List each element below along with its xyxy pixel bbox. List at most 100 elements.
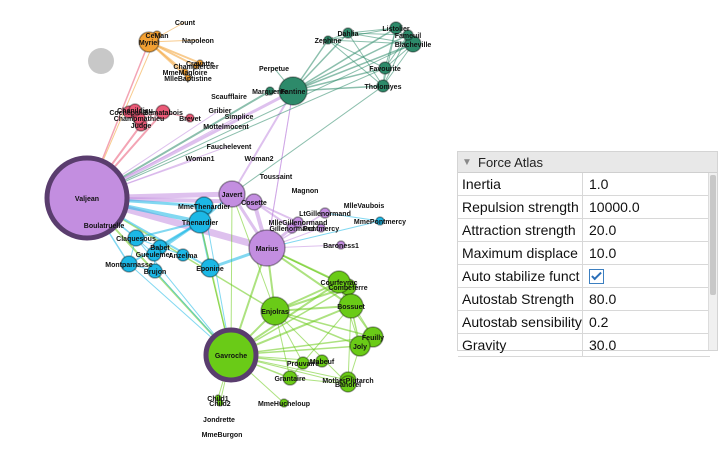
graph-node[interactable] (342, 27, 354, 39)
graph-node[interactable] (389, 21, 403, 35)
graph-node[interactable] (146, 246, 162, 262)
graph-node[interactable] (327, 270, 351, 294)
graph-node[interactable] (147, 263, 163, 279)
node-label: Listolier (382, 26, 410, 33)
node-label: Gueulemer (136, 252, 173, 259)
property-value[interactable]: 10000.0 (589, 199, 640, 215)
panel-header[interactable]: ▼ Force Atlas (458, 152, 717, 173)
graph-node[interactable] (203, 327, 259, 383)
node-label: Magnon (292, 188, 319, 195)
graph-node[interactable] (128, 103, 142, 117)
scrollbar-thumb[interactable] (710, 175, 716, 295)
property-row-autostab-strength[interactable]: Autostab Strength 80.0 (458, 288, 710, 311)
node-label: Mottelmocent (203, 124, 249, 131)
graph-node[interactable] (181, 68, 189, 76)
graph-node[interactable] (127, 229, 145, 247)
graph-node[interactable] (378, 61, 392, 75)
graph-edge (347, 32, 414, 45)
property-row-maximum-displacement[interactable]: Maximum displace 10.0 (458, 242, 710, 265)
network-graph-canvas[interactable]: Count CeMan Napoleon Myriel CravatteChampter… (0, 0, 450, 451)
graph-node[interactable] (44, 155, 130, 241)
graph-node[interactable] (282, 370, 298, 386)
node-label: Myriel (139, 40, 159, 47)
graph-node[interactable] (278, 76, 308, 106)
graph-edge (384, 27, 397, 69)
graph-edge (327, 39, 384, 87)
graph-node[interactable] (349, 335, 371, 357)
graph-node[interactable] (402, 29, 414, 41)
graph-node[interactable] (323, 35, 333, 45)
graph-node[interactable] (185, 113, 195, 123)
property-row-repulsion-strength[interactable]: Repulsion strength 10000.0 (458, 196, 710, 219)
graph-node[interactable] (296, 356, 310, 370)
node-label: CeMan (146, 33, 169, 40)
isolated-node[interactable] (88, 48, 114, 74)
graph-node[interactable] (245, 193, 263, 211)
property-value[interactable]: 30.0 (589, 337, 617, 353)
graph-node[interactable] (248, 229, 286, 267)
graph-node[interactable] (316, 223, 326, 233)
graph-node[interactable] (216, 399, 224, 407)
graph-node[interactable] (319, 207, 331, 219)
property-value[interactable]: 80.0 (589, 291, 617, 307)
graph-node[interactable] (292, 216, 304, 228)
property-value[interactable]: 20.0 (589, 222, 617, 238)
node-label: MmeThenardier (178, 204, 230, 211)
graph-nodes (44, 21, 422, 408)
node-label: LtGillenormand (299, 211, 351, 218)
property-value[interactable]: 10.0 (589, 245, 617, 261)
graph-node[interactable] (265, 86, 275, 96)
property-row-auto-stabilize[interactable]: Auto stabilize funct (458, 265, 710, 288)
node-label: MmeMagloire (163, 70, 208, 77)
graph-node[interactable] (138, 31, 160, 53)
graph-edge (327, 39, 414, 45)
node-label: Eponine (196, 266, 224, 273)
auto-stabilize-checkbox[interactable] (589, 269, 604, 284)
property-value[interactable]: 1.0 (589, 176, 609, 192)
node-label: Judge (131, 123, 152, 130)
property-label: Repulsion strength (458, 196, 583, 218)
graph-labels: Count CeMan Napoleon Myriel CravatteChampter… (75, 20, 431, 439)
panel-scrollbar[interactable] (708, 173, 717, 350)
graph-node[interactable] (200, 258, 220, 278)
graph-edge (324, 212, 381, 222)
node-label: Jondrette (203, 417, 235, 424)
node-label: Grantaire (274, 376, 305, 383)
graph-node[interactable] (188, 210, 212, 234)
chevron-down-icon[interactable]: ▼ (462, 156, 472, 168)
graph-node[interactable] (120, 255, 138, 273)
node-label: Champtercier (173, 64, 218, 71)
graph-node[interactable] (315, 354, 329, 368)
graph-node[interactable] (338, 293, 364, 319)
property-row-gravity[interactable]: Gravity 30.0 (458, 334, 710, 357)
node-label: Prouvaire (287, 361, 319, 368)
graph-node[interactable] (404, 35, 422, 53)
graph-edge (347, 32, 409, 36)
graph-node[interactable] (339, 375, 357, 393)
node-label: MlleGillenormand (269, 220, 328, 227)
graph-node[interactable] (376, 79, 390, 93)
node-label: Pontmercy (303, 226, 339, 233)
graph-node[interactable] (155, 104, 171, 120)
graph-node[interactable] (279, 398, 289, 408)
node-label: MmeBurgon (202, 432, 243, 439)
node-label: Fantine (281, 89, 306, 96)
graph-node[interactable] (336, 240, 346, 250)
node-label: Babet (150, 245, 170, 252)
graph-node[interactable] (260, 296, 290, 326)
node-label: Enjolras (261, 309, 289, 316)
property-value[interactable]: 0.2 (589, 314, 609, 330)
property-row-inertia[interactable]: Inertia 1.0 (458, 173, 710, 196)
graph-node[interactable] (375, 216, 385, 226)
property-row-attraction-strength[interactable]: Attraction strength 20.0 (458, 219, 710, 242)
property-row-autostab-sensibility[interactable]: Autostab sensibility 0.2 (458, 311, 710, 334)
graph-node[interactable] (184, 74, 192, 82)
node-label: Woman1 (185, 156, 214, 163)
node-label: Simplice (225, 114, 254, 121)
graph-edge (86, 43, 414, 199)
graph-node[interactable] (176, 248, 190, 262)
graph-node[interactable] (192, 62, 200, 70)
graph-node[interactable] (218, 180, 246, 208)
node-label: Courfeyrac (321, 280, 358, 287)
graph-edge (347, 305, 352, 385)
